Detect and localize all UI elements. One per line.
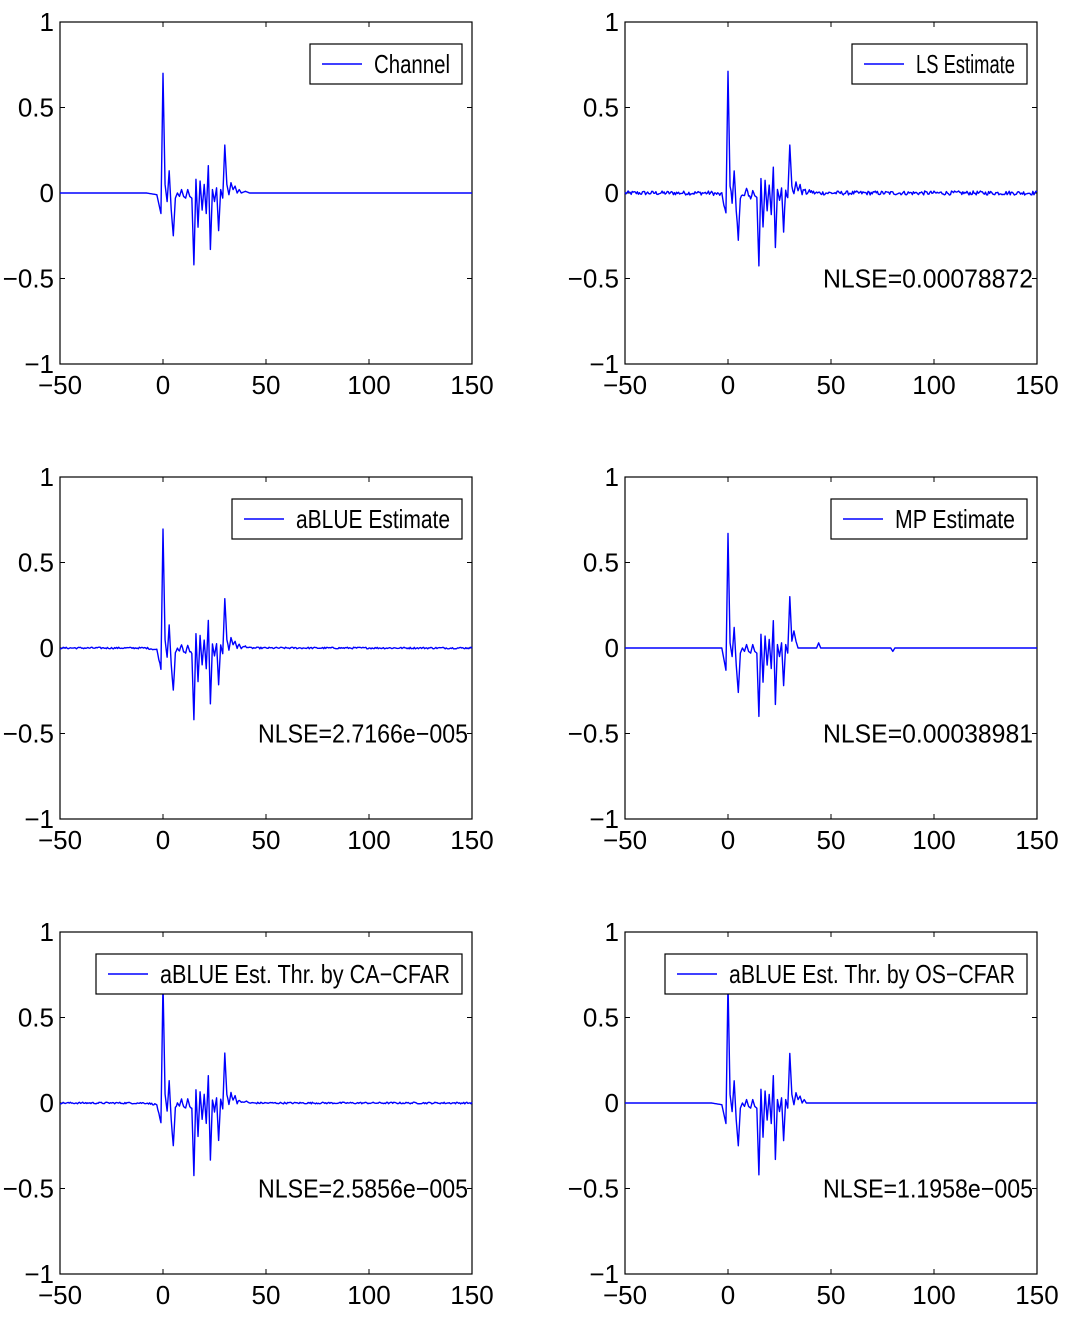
legend: LS Estimate	[851, 43, 1028, 85]
y-tick-label: 1	[40, 462, 54, 492]
legend: aBLUE Est. Thr. by CA−CFAR	[95, 953, 463, 995]
y-tick-label: 0.5	[583, 1003, 619, 1033]
legend-label: Channel	[374, 49, 450, 79]
x-tick-label: 0	[721, 1280, 735, 1310]
x-tick-label: −50	[603, 370, 647, 400]
y-tick-label: 0	[40, 633, 54, 663]
x-tick-label: −50	[38, 370, 82, 400]
y-tick-label: −0.5	[3, 264, 54, 294]
legend: Channel	[309, 43, 463, 85]
y-tick-label: 0	[40, 178, 54, 208]
y-tick-label: −1	[24, 1259, 54, 1289]
x-tick-label: 150	[450, 825, 493, 855]
x-tick-label: 150	[1015, 1280, 1058, 1310]
series-line	[59, 982, 473, 1177]
series-line	[625, 532, 1037, 718]
y-tick-label: 1	[605, 7, 619, 37]
x-tick-label: 100	[347, 825, 390, 855]
x-tick-label: 150	[1015, 825, 1058, 855]
y-tick-label: −0.5	[568, 719, 619, 749]
legend-label: aBLUE Est. Thr. by CA−CFAR	[160, 959, 450, 989]
series-line	[624, 70, 1038, 267]
panel-middle-left: −50 0 50 100 150 −1 −0.5 0 0.5 1 aBLUE Estimate NLS…	[3, 462, 494, 855]
y-tick-label: −1	[24, 349, 54, 379]
y-tick-label: −0.5	[3, 1174, 54, 1204]
x-tick-label: 100	[912, 1280, 955, 1310]
x-tick-label: 0	[721, 825, 735, 855]
x-tick-label: 100	[912, 370, 955, 400]
x-tick-label: 0	[721, 370, 735, 400]
y-tick-label: −1	[589, 349, 619, 379]
x-tick-label: 0	[156, 1280, 170, 1310]
y-tick-label: 0.5	[583, 93, 619, 123]
nlse-annotation: NLSE=0.00038981	[823, 719, 1033, 749]
y-tick-label: −0.5	[568, 1174, 619, 1204]
x-tick-label: 100	[347, 370, 390, 400]
nlse-annotation: NLSE=2.5856e−005	[258, 1174, 468, 1204]
x-tick-label: 0	[156, 825, 170, 855]
legend-label: MP Estimate	[895, 504, 1015, 534]
x-tick-label: −50	[38, 825, 82, 855]
y-tick-label: −1	[589, 804, 619, 834]
x-tick-label: 150	[450, 1280, 493, 1310]
x-tick-label: −50	[603, 1280, 647, 1310]
y-tick-label: −1	[589, 1259, 619, 1289]
y-tick-label: −0.5	[568, 264, 619, 294]
y-tick-label: 0.5	[18, 93, 54, 123]
x-tick-label: 50	[817, 1280, 846, 1310]
y-tick-label: 1	[605, 462, 619, 492]
x-tick-label: 50	[252, 825, 281, 855]
y-tick-label: −1	[24, 804, 54, 834]
x-tick-label: 50	[252, 1280, 281, 1310]
legend-box	[95, 953, 463, 995]
series-line	[625, 982, 1037, 1176]
legend: aBLUE Est. Thr. by OS−CFAR	[664, 953, 1028, 995]
panel-bottom-left: −50 0 50 100 150 −1 −0.5 0 0.5 1 aBLUE Est. Thr. b…	[3, 917, 494, 1310]
y-tick-label: 1	[40, 7, 54, 37]
y-tick-label: 1	[40, 917, 54, 947]
y-tick-label: 0.5	[18, 548, 54, 578]
y-tick-label: 0	[605, 1088, 619, 1118]
legend-label: aBLUE Est. Thr. by OS−CFAR	[729, 959, 1015, 989]
legend-label: aBLUE Estimate	[296, 504, 450, 534]
y-tick-label: 1	[605, 917, 619, 947]
legend-box	[664, 953, 1028, 995]
x-tick-label: −50	[603, 825, 647, 855]
x-tick-label: 100	[347, 1280, 390, 1310]
nlse-annotation: NLSE=2.7166e−005	[258, 719, 468, 749]
y-tick-label: 0	[605, 633, 619, 663]
legend: aBLUE Estimate	[231, 498, 463, 540]
legend: MP Estimate	[830, 498, 1028, 540]
x-tick-label: 0	[156, 370, 170, 400]
x-tick-label: 100	[912, 825, 955, 855]
panel-top-left: −50 0 50 100 150 −1 −0.5 0 0.5 1 Channel	[3, 7, 494, 400]
panel-middle-right: −50 0 50 100 150 −1 −0.5 0 0.5 1 MP Estimate NLSE=0…	[568, 462, 1059, 855]
series-line	[60, 72, 472, 266]
x-tick-label: 150	[1015, 370, 1058, 400]
x-tick-label: 50	[817, 825, 846, 855]
nlse-annotation: NLSE=0.00078872	[823, 264, 1033, 294]
panel-top-right: −50 0 50 100 150 −1 −0.5 0 0.5 1 LS Estimate NLSE=0…	[568, 7, 1059, 400]
x-tick-label: 50	[252, 370, 281, 400]
y-tick-label: −0.5	[3, 719, 54, 749]
nlse-annotation: NLSE=1.1958e−005	[823, 1174, 1033, 1204]
panel-bottom-right: −50 0 50 100 150 −1 −0.5 0 0.5 1 aBLUE Est. Thr. b…	[568, 917, 1059, 1310]
y-tick-label: 0	[605, 178, 619, 208]
series-line	[59, 528, 473, 721]
y-tick-label: 0.5	[18, 1003, 54, 1033]
y-tick-label: 0.5	[583, 548, 619, 578]
x-tick-label: 150	[450, 370, 493, 400]
y-tick-label: 0	[40, 1088, 54, 1118]
x-tick-label: −50	[38, 1280, 82, 1310]
legend-label: LS Estimate	[916, 49, 1015, 79]
x-tick-label: 50	[817, 370, 846, 400]
